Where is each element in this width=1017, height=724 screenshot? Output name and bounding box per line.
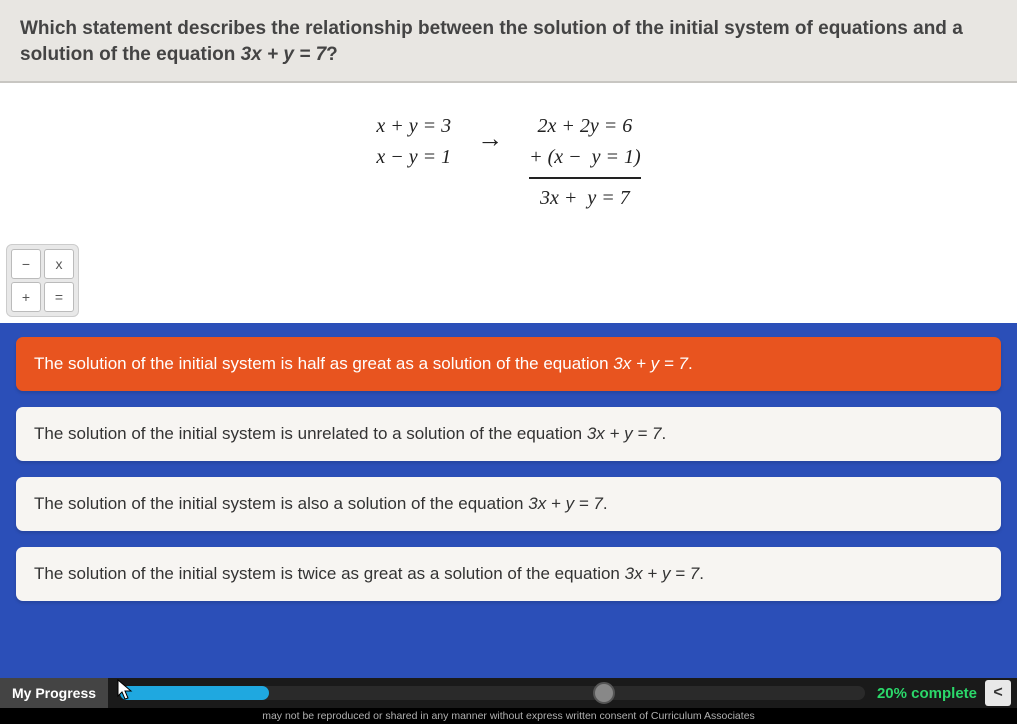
progress-complete-label: 20% complete [877, 685, 985, 702]
keypad-minus-button[interactable]: − [11, 249, 41, 279]
progress-bar: My Progress 20% complete < [0, 678, 1017, 708]
eq-right-1: 2x + 2y = 6 [529, 111, 641, 142]
eq-left-1: x + y = 3 [376, 111, 451, 142]
question-part2: ? [326, 44, 338, 65]
answer-text: The solution of the initial system is un… [34, 424, 587, 443]
progress-knob[interactable] [593, 682, 615, 704]
answer-text: The solution of the initial system is tw… [34, 564, 625, 583]
math-keypad: − x + = [6, 244, 79, 317]
eq-left-2: x − y = 1 [376, 142, 451, 173]
answer-eq: 3x + y = 7 [587, 424, 662, 443]
answer-choice-d[interactable]: The solution of the initial system is tw… [16, 547, 1001, 601]
answer-choice-a[interactable]: The solution of the initial system is ha… [16, 337, 1001, 391]
equation-divider [529, 177, 641, 179]
keypad-x-button[interactable]: x [44, 249, 74, 279]
eq-right-result: 3x + y = 7 [529, 183, 641, 214]
equation-center: x + y = 3 x − y = 1 → 2x + 2y = 6 + (x −… [20, 111, 997, 214]
answer-eq: 3x + y = 7 [528, 494, 603, 513]
answer-choice-c[interactable]: The solution of the initial system is al… [16, 477, 1001, 531]
question-area: Which statement describes the relationsh… [0, 0, 1017, 83]
chevron-left-button[interactable]: < [985, 680, 1011, 706]
answer-text: The solution of the initial system is ha… [34, 354, 613, 373]
question-equation: 3x + y = 7 [241, 44, 327, 65]
answer-eq: 3x + y = 7 [625, 564, 700, 583]
keypad-equals-button[interactable]: = [44, 282, 74, 312]
progress-track[interactable] [120, 686, 865, 700]
answer-text: The solution of the initial system is al… [34, 494, 528, 513]
question-part1: Which statement describes the relationsh… [20, 18, 963, 65]
arrow-icon: → [477, 111, 503, 154]
equation-left-system: x + y = 3 x − y = 1 [376, 111, 451, 173]
answer-choices: The solution of the initial system is ha… [0, 323, 1017, 601]
answer-post: . [699, 564, 704, 583]
copyright-footer: may not be reproduced or shared in any m… [0, 708, 1017, 724]
eq-right-2: + (x − y = 1) [529, 142, 641, 173]
my-progress-label[interactable]: My Progress [0, 678, 108, 708]
question-text: Which statement describes the relationsh… [20, 16, 997, 67]
answer-post: . [662, 424, 667, 443]
keypad-plus-button[interactable]: + [11, 282, 41, 312]
progress-fill [120, 686, 269, 700]
answer-choice-b[interactable]: The solution of the initial system is un… [16, 407, 1001, 461]
answer-post: . [603, 494, 608, 513]
answer-post: . [688, 354, 693, 373]
equation-display: x + y = 3 x − y = 1 → 2x + 2y = 6 + (x −… [0, 83, 1017, 323]
answer-eq: 3x + y = 7 [613, 354, 688, 373]
equation-right-derivation: 2x + 2y = 6 + (x − y = 1) 3x + y = 7 [529, 111, 641, 214]
